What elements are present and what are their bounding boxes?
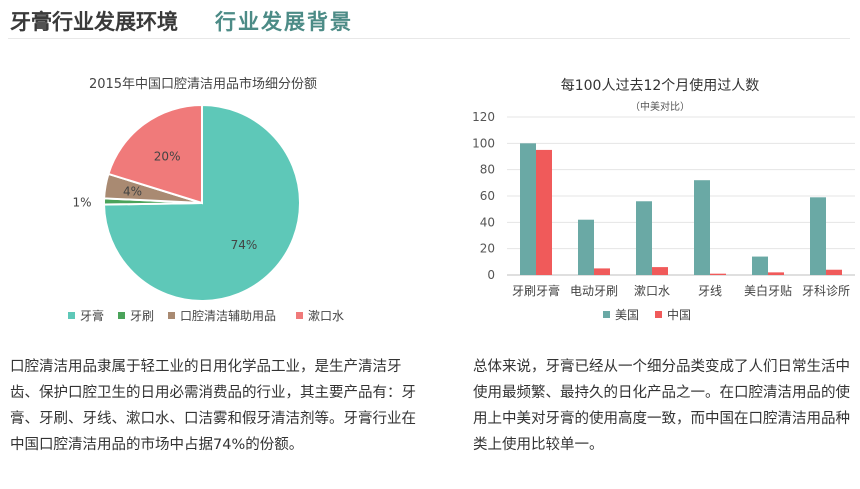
bar [594, 268, 610, 275]
x-tick-label: 牙刷牙膏 [512, 283, 560, 298]
legend-swatch [68, 312, 75, 319]
bar [652, 267, 668, 275]
pie-chart: 2015年中国口腔清洁用品市场细分份额 74% 1% 4% 20% 牙膏 牙刷 口腔清洁辅… [68, 76, 344, 323]
legend-swatch [603, 311, 610, 318]
section-subtitle: 行业发展背景 [215, 10, 353, 34]
bar [826, 269, 842, 275]
y-tick-label: 80 [480, 163, 495, 177]
pie-slice [107, 103, 203, 205]
pie-slice-label: 1% [72, 195, 91, 209]
bar-chart-title: 每100人过去12个月使用过人数 [561, 77, 760, 94]
bar [768, 272, 784, 275]
bar [710, 273, 726, 275]
legend-label: 牙膏 [80, 308, 104, 323]
legend-swatch [655, 311, 662, 318]
x-tick-label: 美白牙贴 [744, 283, 792, 298]
bar [694, 180, 710, 275]
pie-slice [102, 103, 301, 302]
bar-chart-subtitle: （中美对比） [630, 100, 690, 113]
x-tick-label: 电动牙刷 [570, 284, 618, 298]
y-tick-label: 60 [480, 189, 495, 203]
pie-chart-title: 2015年中国口腔清洁用品市场细分份额 [89, 76, 317, 92]
y-tick-label: 20 [480, 242, 495, 256]
legend-label: 美国 [615, 308, 639, 322]
bar [810, 197, 826, 275]
paragraph-summary: 总体来说，牙膏已经从一个细分品类变成了人们日常生活中使用最频繁、最持久的日化产品… [473, 359, 850, 453]
bar-chart: 每100人过去12个月使用过人数 （中美对比） 020406080100120 … [472, 77, 855, 322]
legend-label: 中国 [667, 307, 691, 322]
pie-slice-label: 4% [123, 185, 142, 199]
legend-swatch [118, 312, 125, 319]
y-tick-label: 100 [472, 136, 495, 150]
bar [520, 143, 536, 275]
x-tick-label: 漱口水 [634, 284, 670, 298]
y-tick-label: 120 [472, 110, 495, 124]
page-title: 牙膏行业发展环境 [10, 10, 178, 34]
y-tick-label: 40 [480, 215, 495, 229]
bar [752, 256, 768, 275]
bar [578, 219, 594, 275]
legend-swatch [168, 312, 175, 319]
legend-label: 漱口水 [308, 309, 344, 323]
header-divider [8, 38, 850, 39]
bar [636, 201, 652, 275]
legend-swatch [296, 312, 303, 319]
legend-label: 牙刷 [130, 309, 154, 323]
bar [536, 149, 552, 275]
x-tick-label: 牙线 [698, 284, 722, 298]
pie-slice-label: 74% [231, 238, 258, 252]
pie-slice-label: 20% [154, 150, 181, 164]
legend-label: 口腔清洁辅助用品 [180, 308, 276, 323]
paragraph-market-share: 口腔清洁用品隶属于轻工业的日用化学品工业，是生产清洁牙齿、保护口腔卫生的日用必需… [10, 359, 416, 453]
x-tick-label: 牙科诊所 [802, 284, 850, 298]
y-tick-label: 0 [487, 268, 495, 282]
